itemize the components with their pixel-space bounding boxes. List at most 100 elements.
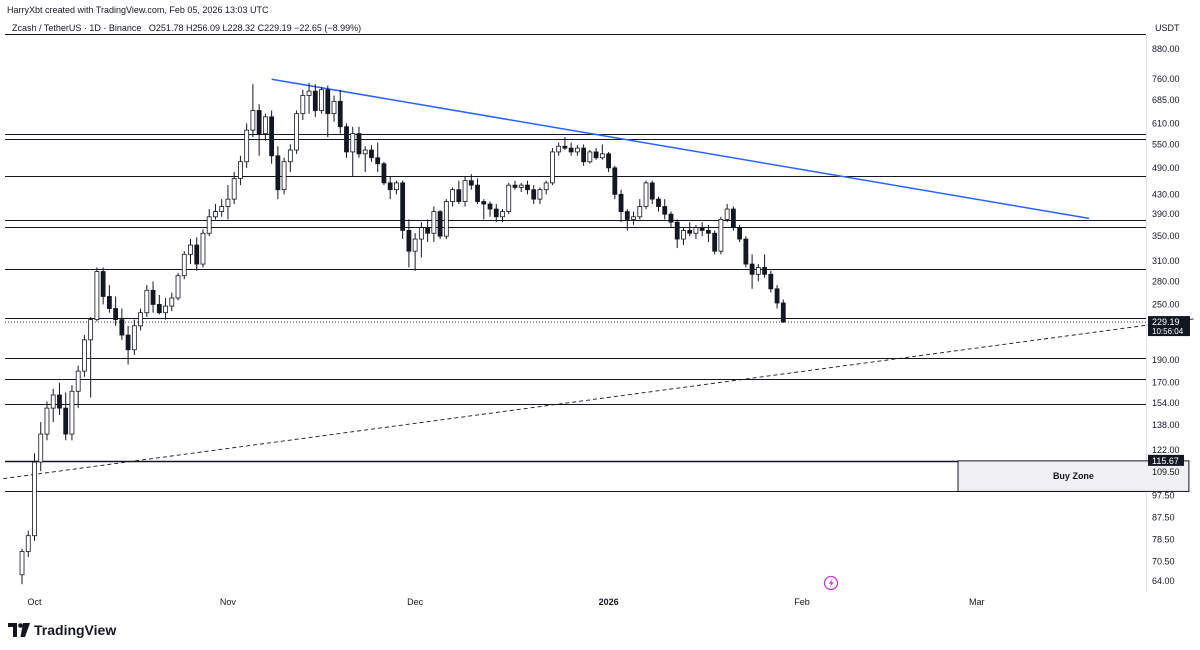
candle[interactable]	[144, 285, 150, 317]
candle[interactable]	[238, 155, 243, 186]
candle[interactable]	[718, 216, 724, 255]
candle[interactable]	[693, 224, 699, 240]
candle[interactable]	[512, 180, 518, 190]
candle[interactable]	[743, 236, 749, 268]
candle[interactable]	[724, 204, 730, 223]
event-marker[interactable]	[823, 575, 839, 591]
candle[interactable]	[443, 199, 449, 240]
candle[interactable]	[780, 299, 786, 323]
candle[interactable]	[574, 145, 580, 156]
candle[interactable]	[138, 308, 143, 331]
currency-label[interactable]: USDT	[1155, 23, 1180, 33]
candle[interactable]	[200, 229, 206, 268]
candle[interactable]	[175, 272, 181, 301]
candle[interactable]	[568, 142, 574, 156]
candle[interactable]	[755, 264, 761, 282]
candle[interactable]	[730, 206, 736, 231]
candle[interactable]	[418, 222, 424, 258]
candle[interactable]	[287, 144, 293, 173]
candle[interactable]	[593, 148, 599, 160]
candle[interactable]	[431, 206, 437, 243]
candle[interactable]	[281, 157, 287, 195]
candle[interactable]	[106, 285, 112, 313]
candle[interactable]	[543, 180, 549, 195]
candle[interactable]	[300, 89, 306, 121]
candle[interactable]	[475, 178, 480, 205]
candle[interactable]	[400, 180, 406, 240]
candle[interactable]	[350, 126, 356, 177]
candle[interactable]	[375, 142, 381, 173]
tradingview-logo[interactable]: TradingView	[8, 622, 116, 638]
trendline-ascending-support[interactable]	[3, 318, 1196, 480]
candle[interactable]	[531, 185, 537, 205]
candle[interactable]	[768, 270, 774, 293]
candle[interactable]	[500, 209, 505, 223]
candle[interactable]	[369, 145, 374, 162]
candle[interactable]	[362, 146, 368, 173]
candle[interactable]	[194, 237, 200, 271]
candle[interactable]	[256, 104, 262, 156]
candle[interactable]	[231, 172, 237, 205]
candle[interactable]	[581, 144, 587, 166]
candle[interactable]	[774, 285, 780, 309]
candle[interactable]	[506, 182, 512, 215]
candle[interactable]	[312, 84, 318, 117]
candle[interactable]	[244, 123, 250, 168]
candle[interactable]	[518, 182, 524, 193]
candle[interactable]	[356, 126, 362, 158]
candle[interactable]	[749, 254, 755, 289]
candle[interactable]	[75, 365, 81, 409]
candle[interactable]	[550, 148, 555, 186]
candle[interactable]	[668, 211, 674, 228]
candle[interactable]	[325, 85, 331, 138]
candle[interactable]	[450, 187, 455, 207]
candle[interactable]	[150, 281, 156, 313]
candle[interactable]	[100, 267, 106, 305]
candle[interactable]	[662, 199, 668, 220]
candle[interactable]	[38, 422, 44, 472]
candle[interactable]	[19, 548, 25, 585]
candle[interactable]	[562, 137, 568, 151]
candle[interactable]	[687, 222, 693, 237]
candle[interactable]	[618, 189, 624, 223]
candle[interactable]	[737, 224, 743, 243]
candle[interactable]	[94, 267, 100, 322]
level-price-tag[interactable]: 115.67	[1148, 454, 1184, 466]
time-axis[interactable]: Oct Nov Dec 2026 Feb Mar	[27, 597, 984, 607]
candle[interactable]	[606, 151, 611, 173]
candle[interactable]	[44, 401, 50, 441]
candle[interactable]	[88, 316, 94, 398]
candle[interactable]	[219, 199, 225, 217]
candle[interactable]	[599, 144, 605, 160]
candle[interactable]	[406, 219, 412, 268]
candle[interactable]	[712, 230, 718, 255]
candle[interactable]	[425, 219, 431, 243]
candle[interactable]	[699, 222, 705, 237]
candle[interactable]	[50, 388, 56, 423]
candle[interactable]	[456, 180, 462, 205]
candle[interactable]	[32, 453, 37, 541]
candle[interactable]	[294, 110, 299, 154]
candle[interactable]	[649, 180, 655, 205]
candle[interactable]	[63, 392, 69, 441]
candle[interactable]	[262, 113, 268, 141]
candle[interactable]	[493, 204, 499, 223]
candle[interactable]	[556, 142, 562, 156]
candle[interactable]	[537, 187, 543, 205]
candle[interactable]	[206, 209, 212, 237]
trendline-descending-resistance[interactable]	[271, 78, 1090, 220]
candle[interactable]	[612, 165, 618, 200]
candle[interactable]	[306, 82, 312, 114]
candle[interactable]	[624, 209, 630, 231]
candle[interactable]	[412, 233, 418, 271]
candle[interactable]	[394, 180, 399, 195]
candle[interactable]	[156, 294, 162, 315]
price-axis[interactable]: 880.00 760.00 685.00 610.00 550.00 490.00 430.…	[1148, 44, 1190, 586]
candle[interactable]	[631, 211, 636, 225]
candle[interactable]	[487, 201, 493, 217]
candle[interactable]	[119, 308, 125, 340]
candle[interactable]	[181, 251, 187, 280]
candle[interactable]	[113, 296, 119, 326]
candle[interactable]	[643, 180, 649, 210]
